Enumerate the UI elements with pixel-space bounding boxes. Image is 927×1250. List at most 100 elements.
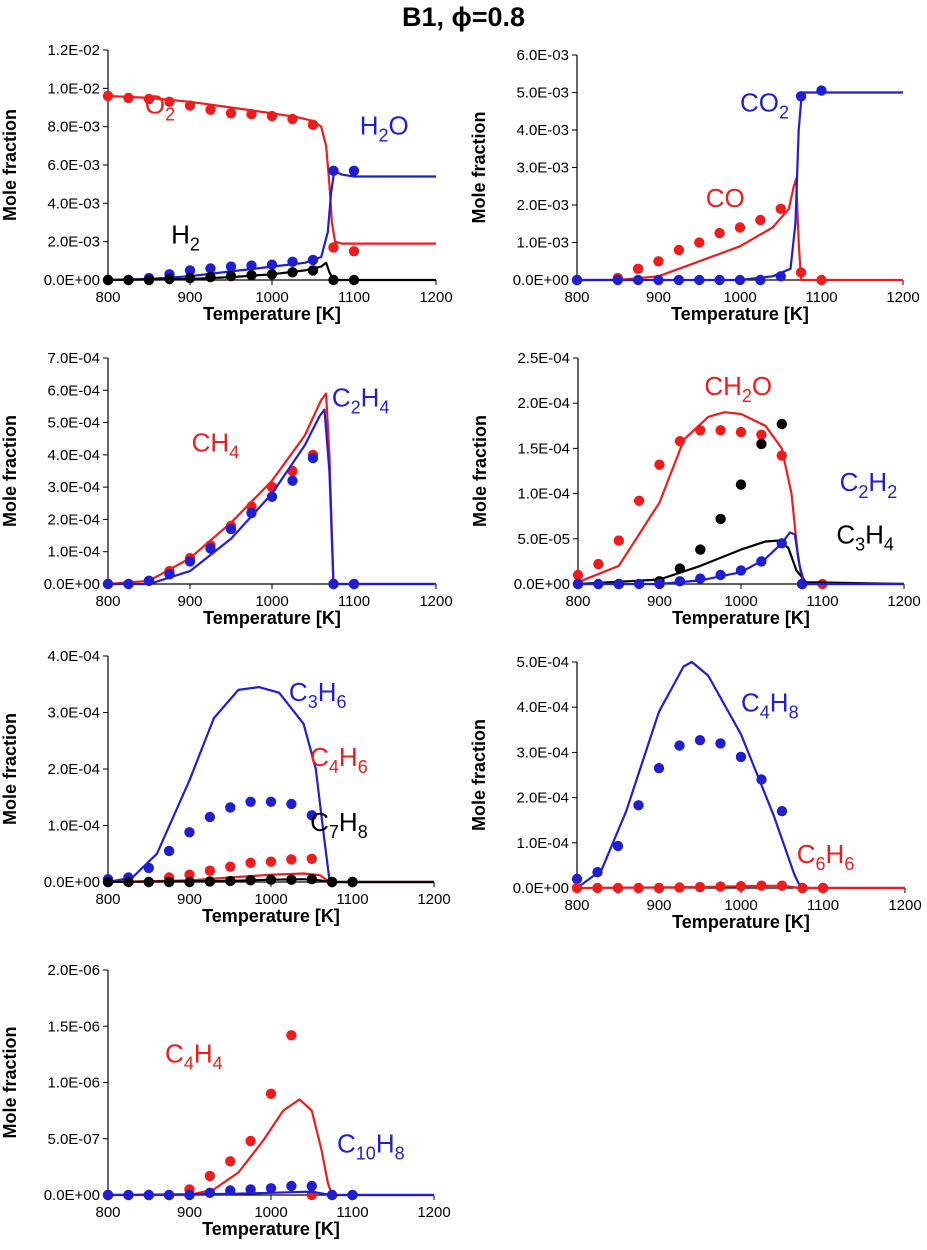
- species-label-C10H8: C10H8: [337, 1128, 405, 1163]
- y-axis-title: Mole fraction: [0, 713, 20, 825]
- data-point-CO: [694, 237, 705, 248]
- y-tick-label: 6.0E-04: [47, 382, 100, 399]
- data-point-C10H8: [326, 1189, 338, 1201]
- x-tick-label: 800: [95, 891, 120, 908]
- data-point-CO: [816, 274, 827, 286]
- subplot-7: 0.0E+00 5.0E-07 1.0E-06 1.5E-06 2.0E-06 800 90…: [0, 962, 451, 1239]
- data-point-CH2O: [654, 459, 665, 470]
- data-point-CH2O: [593, 558, 604, 570]
- data-point-C10H8: [225, 1185, 236, 1196]
- data-point-C4H6: [225, 861, 236, 872]
- data-point-C6H6: [592, 882, 603, 894]
- x-tick-label: 1100: [338, 593, 370, 610]
- y-tick-label: 0.0E+00: [513, 272, 569, 289]
- x-tick-label: 1100: [806, 593, 838, 610]
- data-point-H2: [184, 272, 196, 284]
- data-point-C3H4: [735, 479, 747, 490]
- x-tick-label: 800: [95, 1204, 120, 1221]
- x-axis-title: Temperature [K]: [203, 304, 341, 324]
- data-point-C4H4: [265, 1088, 277, 1100]
- y-axis-title: Mole fraction: [470, 415, 490, 527]
- data-point-C10H8: [204, 1187, 216, 1199]
- y-tick-label: 5.0E-04: [47, 415, 100, 432]
- x-tick-label: 1100: [336, 1204, 368, 1221]
- y-tick-label: 3.0E-04: [47, 705, 100, 722]
- y-tick-label: 3.0E-04: [516, 744, 569, 761]
- data-point-C2H4: [287, 475, 298, 486]
- y-tick-label: 2.0E-03: [47, 234, 100, 251]
- data-point-C10H8: [163, 1189, 175, 1201]
- data-point-O2: [348, 246, 360, 257]
- species-label-C2H4: C2H4: [332, 382, 390, 417]
- x-tick-label: 900: [646, 289, 671, 306]
- data-point-H2O: [246, 260, 257, 271]
- data-point-CO2: [755, 274, 766, 286]
- data-point-C10H8: [123, 1189, 134, 1201]
- data-point-C4H8: [735, 751, 747, 763]
- data-point-C2H4: [266, 491, 278, 502]
- x-tick-label: 800: [95, 593, 120, 610]
- data-point-H2: [307, 265, 319, 276]
- y-tick-label: 5.0E-04: [516, 654, 569, 671]
- data-point-C4H8: [776, 806, 788, 817]
- data-point-C2H4: [184, 556, 196, 567]
- data-point-H2O: [307, 254, 319, 266]
- species-label-C3H4: C3H4: [836, 519, 894, 554]
- data-point-O2: [225, 108, 237, 119]
- data-point-O2: [123, 92, 134, 104]
- y-axis-title: Mole fraction: [469, 719, 489, 831]
- x-tick-label: 1200: [419, 289, 452, 306]
- data-point-C2H4: [307, 452, 319, 464]
- x-tick-label: 1000: [255, 289, 288, 306]
- data-point-O2: [164, 96, 175, 108]
- data-point-CO2: [694, 274, 705, 286]
- data-point-O2: [307, 119, 319, 130]
- data-point-CO2: [775, 271, 786, 282]
- species-label-C4H6: C4H6: [310, 742, 368, 777]
- y-tick-label: 2.0E-04: [47, 761, 100, 778]
- y-tick-label: 6.0E-03: [516, 47, 569, 64]
- data-point-C6H6: [797, 882, 808, 894]
- x-tick-label: 1100: [805, 289, 837, 306]
- data-point-O2: [266, 110, 278, 122]
- data-point-C4H6: [184, 869, 195, 880]
- data-point-H2: [205, 271, 216, 283]
- y-tick-label: 1.2E-02: [47, 42, 100, 59]
- data-point-C4H4: [204, 1170, 216, 1182]
- data-point-H2: [287, 267, 298, 278]
- x-tick-label: 1000: [254, 891, 287, 908]
- y-tick-label: 2.0E-06: [47, 962, 100, 979]
- data-point-CH2O: [715, 425, 726, 436]
- species-label-C7H8: C7H8: [310, 807, 368, 842]
- data-point-C6H6: [612, 882, 624, 894]
- x-tick-label: 900: [177, 289, 202, 306]
- data-point-C10H8: [265, 1183, 277, 1194]
- data-point-C4H8: [592, 867, 603, 878]
- x-tick-label: 900: [646, 897, 671, 914]
- data-point-CH2O: [572, 569, 584, 581]
- data-point-CH2O: [633, 495, 645, 506]
- data-point-C2H4: [205, 543, 216, 554]
- data-point-CO2: [714, 274, 725, 286]
- x-tick-label: 1200: [417, 1204, 450, 1221]
- y-axis-title: Mole fraction: [0, 1026, 20, 1138]
- data-point-C3H4: [776, 418, 787, 430]
- data-point-C4H4: [245, 1135, 256, 1147]
- y-tick-label: 4.0E-04: [47, 648, 100, 665]
- y-tick-label: 2.0E-03: [516, 197, 569, 214]
- subplot-1: 0.0E+00 2.0E-03 4.0E-03 6.0E-03 8.0E-03 1.0E-…: [0, 42, 453, 324]
- data-point-C2H4: [328, 578, 339, 590]
- data-point-H2: [123, 274, 134, 286]
- x-tick-label: 800: [95, 289, 120, 306]
- y-axis-title: Mole fraction: [0, 109, 20, 221]
- data-point-C7H8: [143, 876, 154, 888]
- data-point-H2: [143, 274, 155, 286]
- data-point-CH2O: [756, 429, 767, 440]
- y-tick-label: 4.0E-03: [516, 122, 569, 139]
- species-label-H2O: H2O: [360, 110, 409, 145]
- data-point-H2: [164, 273, 175, 285]
- data-point-CH2O: [695, 425, 706, 436]
- y-tick-label: 0.0E+00: [513, 880, 569, 897]
- y-tick-label: 0.0E+00: [44, 874, 100, 891]
